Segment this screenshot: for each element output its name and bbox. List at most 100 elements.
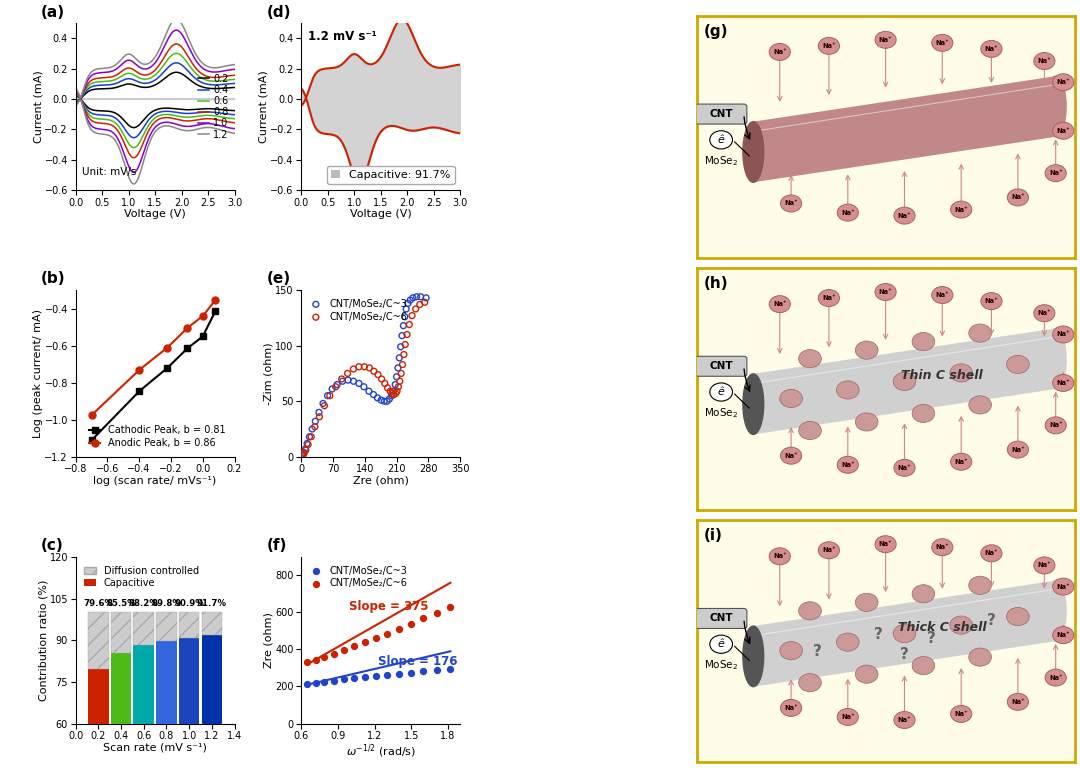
CNT/MoSe₂/C~6: [333, 373, 350, 385]
0.4: [228, 79, 241, 88]
CNT/MoSe₂/C~3: [402, 294, 419, 307]
Ellipse shape: [743, 374, 764, 434]
CNT/MoSe₂/C~3: [391, 352, 408, 364]
Legend: 0.2, 0.4, 0.6, 0.8, 1.0, 1.2: 0.2, 0.4, 0.6, 0.8, 1.0, 1.2: [193, 70, 232, 143]
CNT/MoSe₂/C~6: [336, 643, 353, 656]
0.6: [90, 78, 103, 87]
Text: Na⁺: Na⁺: [985, 298, 998, 304]
Polygon shape: [754, 580, 1055, 687]
0.6: [186, 64, 199, 73]
Text: Na⁺: Na⁺: [1049, 422, 1063, 429]
Bar: [202, 612, 222, 636]
Circle shape: [819, 541, 839, 559]
CNT/MoSe₂/C~6: [311, 411, 328, 423]
CNT/MoSe₂/C~3: [350, 377, 367, 390]
CNT/MoSe₂/C~3: [389, 362, 406, 374]
0.4: [170, 58, 183, 68]
Circle shape: [932, 34, 953, 51]
CNT/MoSe₂/C~3: [396, 310, 414, 323]
CNT/MoSe₂/C~6: [295, 447, 312, 460]
Text: Na⁺: Na⁺: [935, 40, 949, 46]
Anodic Peak, b = 0.86: [180, 324, 193, 333]
Circle shape: [932, 538, 953, 555]
Circle shape: [981, 545, 1002, 562]
Text: (h): (h): [703, 276, 728, 291]
Text: Na⁺: Na⁺: [773, 49, 786, 55]
Line: 0.8: 0.8: [77, 44, 234, 103]
Circle shape: [769, 44, 791, 61]
Ellipse shape: [1045, 328, 1066, 389]
Legend: Capacitive: 91.7%: Capacitive: 91.7%: [326, 166, 455, 184]
CNT/MoSe₂/C~6: [401, 318, 418, 331]
Text: (e): (e): [267, 272, 291, 286]
Legend: Cathodic Peak, b = 0.81, Anodic Peak, b = 0.86: Cathodic Peak, b = 0.81, Anodic Peak, b …: [85, 421, 230, 452]
0.2: [186, 76, 199, 86]
Anodic Peak, b = 0.86: [161, 343, 174, 352]
1.0: [70, 100, 83, 109]
CNT/MoSe₂/C~6: [345, 363, 362, 375]
CNT/MoSe₂/C~3: [393, 329, 410, 342]
Circle shape: [1045, 417, 1066, 434]
Circle shape: [1008, 189, 1028, 206]
CNT/MoSe₂/C~3: [442, 663, 459, 675]
Circle shape: [894, 207, 915, 224]
0.2: [228, 82, 241, 92]
Circle shape: [769, 548, 791, 565]
Text: Na⁺: Na⁺: [784, 705, 798, 711]
X-axis label: Voltage (V): Voltage (V): [124, 209, 186, 219]
CNT/MoSe₂/C~6: [376, 377, 393, 390]
Cathodic Peak, b = 0.81: [208, 307, 221, 316]
Text: Thin C shell: Thin C shell: [902, 370, 983, 382]
CNT/MoSe₂/C~6: [315, 399, 333, 412]
Circle shape: [1008, 693, 1028, 710]
Text: Slope = 176: Slope = 176: [378, 655, 457, 668]
X-axis label: $\omega^{-1/2}$ (rad/s): $\omega^{-1/2}$ (rad/s): [346, 742, 416, 760]
CNT/MoSe₂/C~3: [418, 292, 435, 304]
CNT/MoSe₂/C~6: [394, 359, 411, 371]
Circle shape: [894, 712, 915, 728]
Text: ?: ?: [927, 631, 935, 647]
Bar: [157, 612, 177, 641]
X-axis label: Scan rate (mV s⁻¹): Scan rate (mV s⁻¹): [103, 742, 207, 752]
Text: (f): (f): [267, 538, 286, 553]
Text: Na⁺: Na⁺: [935, 545, 949, 550]
CNT/MoSe₂/C~6: [379, 382, 396, 394]
Circle shape: [781, 195, 801, 212]
Circle shape: [855, 413, 878, 431]
Circle shape: [1034, 53, 1055, 69]
Polygon shape: [754, 328, 1055, 434]
CNT/MoSe₂/C~6: [373, 373, 390, 385]
CNT/MoSe₂/C~6: [392, 367, 409, 380]
Bar: [134, 645, 154, 724]
FancyBboxPatch shape: [696, 356, 747, 377]
Text: Unit: mV/s: Unit: mV/s: [82, 167, 136, 177]
0.2: [122, 79, 135, 89]
Circle shape: [875, 31, 896, 48]
Bar: [134, 612, 154, 645]
Circle shape: [780, 642, 802, 660]
Text: (a): (a): [41, 5, 65, 19]
1.2: [170, 15, 183, 24]
Line: 1.0: 1.0: [77, 30, 234, 104]
CNT/MoSe₂/C~6: [302, 430, 320, 443]
1.0: [170, 26, 183, 35]
Text: Na⁺: Na⁺: [935, 292, 949, 298]
Cathodic Peak, b = 0.81: [197, 331, 210, 341]
1.0: [90, 69, 103, 79]
0.4: [133, 78, 146, 87]
Text: Na⁺: Na⁺: [1011, 194, 1025, 201]
Text: ?: ?: [900, 647, 909, 662]
Circle shape: [1007, 356, 1029, 373]
CNT/MoSe₂/C~3: [403, 667, 420, 679]
Text: Na⁺: Na⁺: [879, 541, 892, 547]
CNT/MoSe₂/C~3: [307, 415, 324, 427]
CNT/MoSe₂/C~3: [365, 388, 382, 401]
0.4: [170, 58, 183, 68]
Circle shape: [1045, 165, 1066, 182]
CNT/MoSe₂/C~3: [324, 383, 341, 395]
Anodic Peak, b = 0.86: [208, 296, 221, 305]
1.0: [170, 26, 183, 35]
CNT/MoSe₂/C~3: [429, 664, 446, 676]
CNT/MoSe₂/C~3: [404, 292, 421, 304]
Text: (c): (c): [41, 538, 64, 553]
